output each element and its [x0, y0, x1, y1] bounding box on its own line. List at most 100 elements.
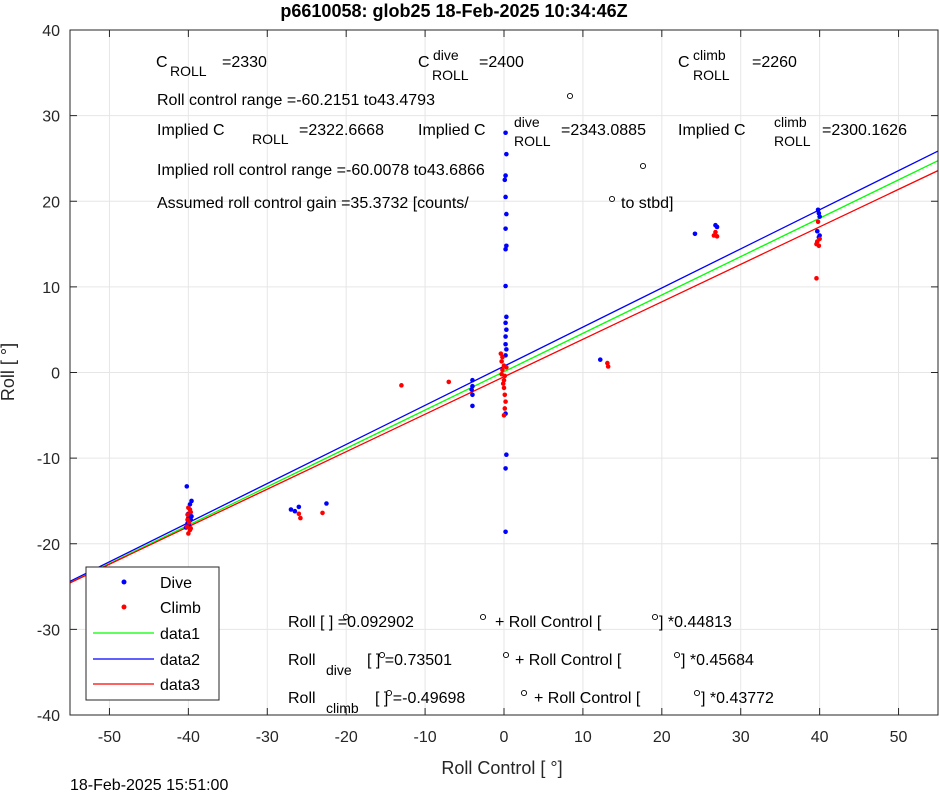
climb-point	[502, 406, 508, 411]
dive-point	[184, 484, 190, 489]
climb-point	[605, 360, 610, 366]
svg-text:ROLL: ROLL	[432, 67, 469, 83]
fit-equation-climb: Roll climb [ ] =-0.49698 + Roll Control …	[288, 689, 774, 716]
dive-point	[503, 194, 508, 200]
legend-dive-label: Dive	[160, 575, 192, 592]
svg-text:=2300.1626: =2300.1626	[822, 122, 907, 139]
climb-point	[185, 512, 190, 517]
climb-point	[500, 367, 505, 373]
dive-point	[817, 214, 822, 219]
dive-point	[470, 403, 475, 409]
climb-point	[817, 236, 822, 242]
climb-point	[188, 509, 194, 515]
dive-point	[504, 314, 509, 320]
legend: Dive Climb data1 data2 data3	[85, 566, 220, 701]
svg-text:ROLL: ROLL	[252, 131, 289, 147]
dive-point	[692, 231, 698, 237]
climb-point	[499, 371, 504, 377]
dive-point	[296, 504, 302, 510]
climb-point	[399, 383, 404, 388]
dive-point	[504, 327, 509, 332]
x-tick-label: -50	[98, 729, 121, 746]
climb-point	[714, 234, 720, 239]
svg-text:] *0.45684: ] *0.45684	[681, 652, 754, 669]
svg-text:+ Roll Control [: + Roll Control [	[495, 614, 602, 631]
legend-data2-label: data2	[160, 652, 200, 669]
y-tick-label: -30	[37, 622, 60, 639]
x-tick-label: 30	[732, 729, 750, 746]
data-points	[183, 130, 822, 536]
degree-symbol	[639, 162, 647, 170]
dive-point	[503, 173, 508, 178]
svg-text:+ Roll Control [: + Roll Control [	[515, 652, 622, 669]
climb-point	[816, 243, 822, 249]
dive-point	[814, 228, 820, 234]
axis-ticks: -50 -40 -30 -20 -10 0 10 20 30 40 50 -40 -30 -20 -10 0 1…	[37, 23, 938, 746]
dive-point	[470, 383, 475, 389]
svg-text:Roll: Roll	[288, 652, 316, 669]
svg-text:Roll: Roll	[288, 690, 316, 707]
dive-point	[503, 341, 508, 347]
dive-point	[470, 377, 475, 383]
legend-climb-marker	[121, 604, 127, 610]
x-tick-label: -30	[256, 729, 279, 746]
climb-point	[184, 524, 190, 529]
dive-point	[504, 452, 509, 458]
implied-c-roll-dive: Implied C dive ROLL =2343.0885	[418, 114, 646, 149]
dive-point	[504, 151, 509, 157]
implied-c-roll-climb: Implied C climb ROLL =2300.1626	[678, 114, 907, 149]
dive-point	[503, 466, 508, 471]
climb-point	[814, 276, 819, 281]
y-tick-label: 40	[42, 23, 60, 40]
x-tick-label: 50	[890, 729, 908, 746]
x-tick-label: -40	[177, 729, 200, 746]
y-tick-label: 30	[42, 109, 60, 126]
climb-point	[501, 377, 507, 383]
x-tick-label: 10	[574, 729, 592, 746]
dive-point	[324, 501, 329, 506]
dive-point	[503, 529, 508, 535]
svg-text:=2260: =2260	[752, 54, 797, 71]
svg-text:climb: climb	[326, 700, 359, 716]
climb-point	[501, 385, 507, 391]
svg-text:=2343.0885: =2343.0885	[561, 122, 646, 139]
legend-dive-marker	[121, 579, 127, 585]
c-roll-climb-annotation: C climb ROLL =2260	[678, 47, 797, 83]
y-tick-label: -20	[37, 537, 60, 554]
climb-point	[501, 413, 507, 418]
climb-point	[605, 364, 611, 369]
legend-data1-label: data1	[160, 626, 200, 643]
y-axis-label: Roll [ °]	[0, 343, 18, 401]
dive-point	[504, 211, 509, 217]
svg-text:C: C	[156, 54, 168, 71]
climb-point	[713, 229, 718, 235]
dive-point	[503, 283, 508, 289]
climb-point	[504, 365, 509, 370]
climb-point	[186, 531, 191, 536]
dive-point	[502, 177, 508, 183]
dive-point	[503, 246, 508, 252]
climb-point	[188, 526, 194, 531]
dive-point	[504, 243, 509, 249]
legend-climb-label: Climb	[160, 600, 201, 617]
fit-line-data1	[69, 160, 939, 584]
climb-point	[502, 392, 508, 398]
dive-point	[470, 392, 475, 398]
dive-point	[597, 357, 603, 362]
dive-point	[503, 130, 508, 136]
y-tick-label: 20	[42, 194, 60, 211]
dive-point	[815, 207, 821, 213]
svg-text:ROLL: ROLL	[774, 133, 811, 149]
svg-text:C: C	[678, 54, 690, 71]
dive-point	[503, 226, 508, 231]
climb-point	[500, 381, 506, 386]
svg-text:dive: dive	[433, 47, 459, 63]
svg-text:Implied C: Implied C	[157, 122, 225, 139]
svg-text:climb: climb	[693, 47, 726, 63]
dive-point	[503, 320, 508, 326]
implied-roll-control-range: Implied roll control range =-60.0078 to4…	[157, 162, 485, 179]
c-roll-dive-annotation: C dive ROLL =2400	[418, 47, 524, 83]
degree-symbol	[566, 92, 574, 100]
implied-c-roll: Implied C ROLL =2322.6668	[157, 122, 384, 147]
svg-text:ROLL: ROLL	[693, 67, 730, 83]
